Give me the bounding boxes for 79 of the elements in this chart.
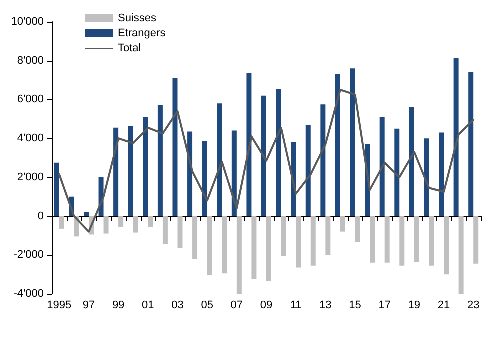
x-tick-label: 01 [142,300,154,312]
bar [118,216,124,227]
x-tick-label: 13 [320,300,332,312]
x-tick-label: 07 [230,300,244,312]
bar [370,216,376,263]
bar [444,216,450,275]
x-tick-label: 97 [82,300,96,312]
bar [454,58,459,216]
bar [429,216,434,266]
bar [207,216,212,276]
bar [162,216,168,244]
y-tick-label: -4'000 [14,288,44,300]
x-tick-label: 21 [438,300,450,312]
bar [232,130,237,216]
line-series [58,89,475,233]
bar [340,216,346,232]
x-tick-label: 23 [467,300,480,312]
bar [296,216,302,268]
y-tick-label: 0 [38,210,44,222]
bar [320,104,326,216]
bar [84,212,89,216]
bar [148,216,154,227]
y-tick-label: 6'000 [17,94,44,106]
bar [306,124,311,216]
x-tick-label: 99 [112,300,125,312]
bar [252,216,257,280]
bar [172,78,178,216]
bar [266,216,272,282]
bar [326,216,331,256]
bar [276,89,282,216]
bar [104,216,109,234]
bar [217,104,222,216]
x-tick-label: 11 [290,300,302,312]
y-tick-label: 4'000 [17,132,44,145]
x-tick-label: 05 [201,300,214,312]
bar [188,132,193,216]
bar [310,216,316,266]
bar [335,74,340,216]
y-tick-label: 8'000 [17,54,44,67]
bar [468,72,474,216]
bar [439,132,444,216]
bar [202,141,208,216]
x-tick-label: 03 [172,300,184,312]
legend-label: Etrangers [118,28,166,40]
bar [133,216,138,233]
bar [394,128,400,216]
x-tick-label: 09 [260,300,273,312]
y-tick-label: -2'000 [14,249,44,262]
y-tick-label: 2'000 [17,171,44,184]
bar [262,96,266,216]
bar [380,117,385,216]
bar [350,68,356,216]
legend-label: Suisses [118,12,158,24]
bar [409,107,414,216]
bar [458,216,464,294]
bar [246,73,252,216]
y-tick-label: 10'000 [11,16,44,28]
bar [143,117,148,216]
x-tick-label: 17 [378,300,391,312]
bar [128,126,134,216]
bar [114,128,119,216]
bar [158,106,163,216]
bar [400,216,405,266]
legend-label: Total [118,42,142,54]
bar [236,216,242,294]
x-tick-label: 1995 [47,300,72,312]
bar [281,216,286,256]
bar [222,216,228,274]
bar [178,216,183,248]
bar [54,162,60,216]
bar [59,216,64,229]
bar [414,216,420,262]
bar [424,138,430,216]
bar [192,216,198,260]
bar [355,216,360,243]
bar [474,216,479,264]
bar [384,216,390,263]
x-tick-label: 15 [349,300,362,312]
x-tick-label: 19 [408,300,421,312]
